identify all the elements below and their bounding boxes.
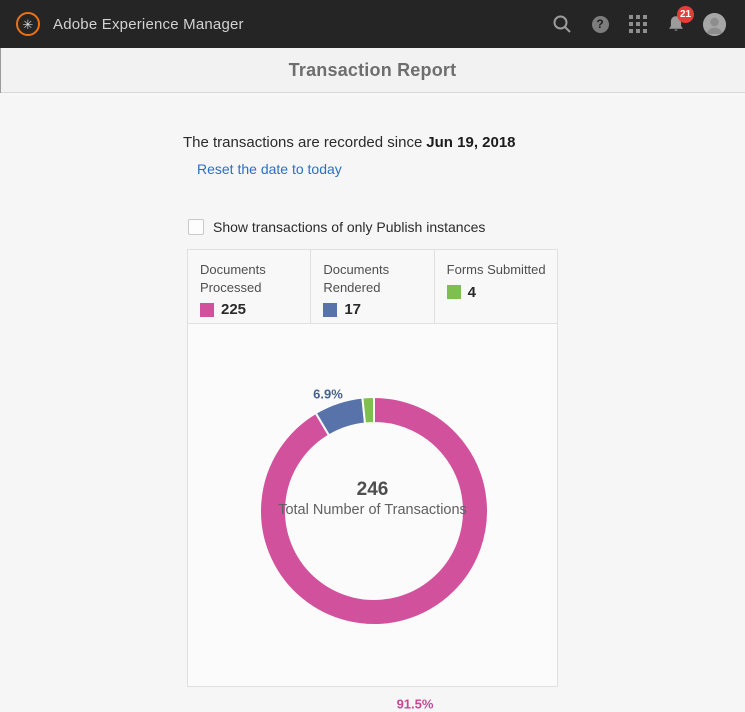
forms-submitted-swatch [446,285,461,300]
tab-documents-processed[interactable]: Documents Processed 225 [200,262,266,319]
app-shell-bar: ✳ Adobe Experience Manager ? 21 [0,0,745,48]
apps-grid-icon[interactable] [626,12,650,36]
search-icon[interactable] [550,12,574,36]
rendered-percentage-label: 6.9% [313,386,343,402]
stats-tab-row: Documents Processed 225 Documents Render… [188,250,557,324]
publish-filter-label: Show transactions of only Publish instan… [213,219,486,235]
donut-svg[interactable] [254,391,494,631]
tab-documents-rendered[interactable]: Documents Rendered 17 [310,250,433,323]
transactions-card: Documents Processed 225 Documents Render… [187,249,558,712]
donut-slice-0[interactable] [259,395,489,626]
app-title: Adobe Experience Manager [53,15,244,33]
help-icon[interactable]: ? [588,12,612,36]
report-content: The transactions are recorded since Jun 1… [0,93,745,712]
user-avatar[interactable] [702,12,726,36]
processed-percentage-label: 91.5% [396,696,434,712]
reset-date-link[interactable]: Reset the date to today [197,161,342,177]
shell-actions: ? 21 [550,6,745,36]
help-question-glyph: ? [591,15,609,33]
donut-chart-area: 246 Total Number of Transactions 6.9% 91… [188,324,557,712]
notifications-bell-icon[interactable]: 21 [664,6,694,36]
aem-logo-icon[interactable]: ✳ [16,12,40,36]
documents-rendered-swatch [323,302,338,317]
page-title: Transaction Report [288,59,457,80]
documents-processed-swatch [200,302,214,317]
since-date: Jun 19, 2018 [426,134,516,151]
donut-slice-2[interactable] [361,395,375,425]
notification-badge: 21 [677,6,694,23]
publish-filter-row: Show transactions of only Publish instan… [188,219,485,235]
tab-forms-submitted[interactable]: Forms Submitted 4 [433,250,557,323]
recorded-since-text: The transactions are recorded since Jun 1… [183,134,516,151]
page-header: Transaction Report [0,48,745,93]
publish-filter-checkbox[interactable] [188,219,204,235]
